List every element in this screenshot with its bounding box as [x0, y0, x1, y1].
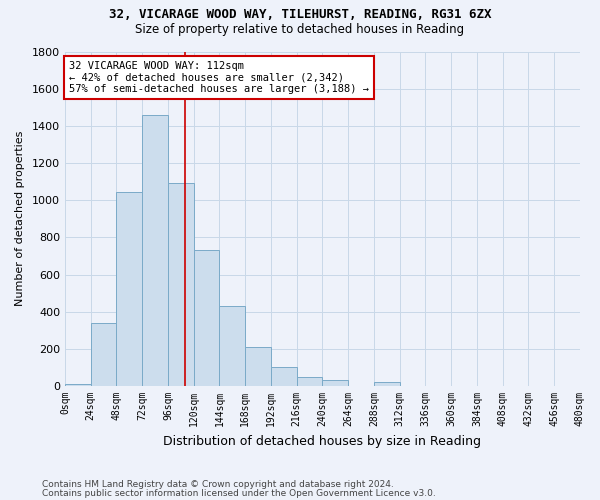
Bar — [245, 347, 271, 386]
Bar — [220, 306, 245, 386]
Bar — [65, 384, 91, 386]
Text: Contains public sector information licensed under the Open Government Licence v3: Contains public sector information licen… — [42, 488, 436, 498]
Bar — [116, 192, 142, 386]
Y-axis label: Number of detached properties: Number of detached properties — [15, 131, 25, 306]
Text: Size of property relative to detached houses in Reading: Size of property relative to detached ho… — [136, 22, 464, 36]
Bar — [322, 380, 348, 386]
Text: Contains HM Land Registry data © Crown copyright and database right 2024.: Contains HM Land Registry data © Crown c… — [42, 480, 394, 489]
X-axis label: Distribution of detached houses by size in Reading: Distribution of detached houses by size … — [163, 434, 481, 448]
Bar — [297, 377, 322, 386]
Bar — [142, 114, 168, 386]
Text: 32 VICARAGE WOOD WAY: 112sqm
← 42% of detached houses are smaller (2,342)
57% of: 32 VICARAGE WOOD WAY: 112sqm ← 42% of de… — [69, 61, 369, 94]
Bar — [91, 323, 116, 386]
Bar — [271, 368, 297, 386]
Bar — [374, 382, 400, 386]
Text: 32, VICARAGE WOOD WAY, TILEHURST, READING, RG31 6ZX: 32, VICARAGE WOOD WAY, TILEHURST, READIN… — [109, 8, 491, 20]
Bar — [194, 250, 220, 386]
Bar — [168, 184, 194, 386]
